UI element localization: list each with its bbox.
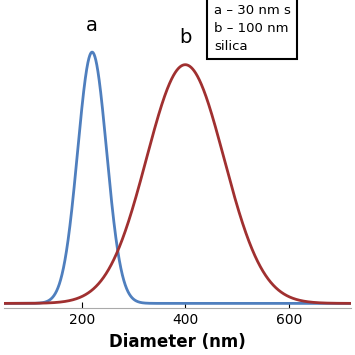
Text: a – 30 nm s
b – 100 nm
silica: a – 30 nm s b – 100 nm silica bbox=[214, 4, 291, 53]
Text: a: a bbox=[86, 16, 98, 34]
Text: b: b bbox=[179, 28, 191, 47]
X-axis label: Diameter (nm): Diameter (nm) bbox=[109, 333, 246, 351]
